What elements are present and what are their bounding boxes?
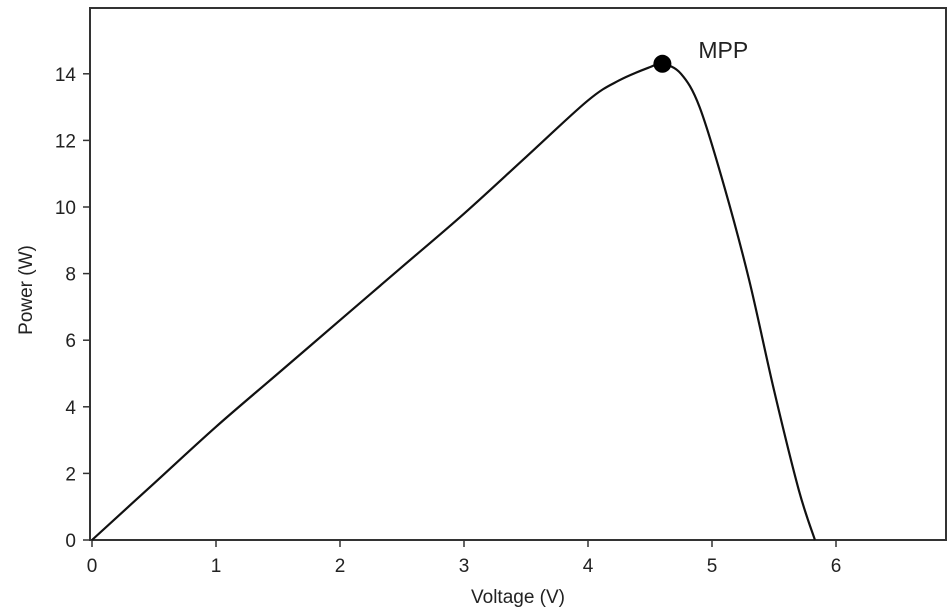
x-tick-label: 6 (831, 556, 842, 577)
x-tick-label: 0 (87, 556, 98, 577)
y-tick-label: 0 (65, 531, 76, 552)
mpp-point (653, 54, 672, 73)
x-tick-label: 5 (707, 556, 718, 577)
y-tick-label: 10 (55, 198, 76, 219)
x-tick-label: 2 (335, 556, 346, 577)
y-axis-title: Power (W) (16, 245, 37, 335)
y-tick-label: 12 (55, 131, 76, 152)
plot-frame (89, 7, 947, 541)
y-tick-label: 8 (65, 265, 76, 286)
y-tick-label: 2 (65, 464, 76, 485)
y-tick-label: 4 (65, 398, 76, 419)
x-tick-label: 3 (459, 556, 470, 577)
x-tick-label: 1 (211, 556, 222, 577)
x-tick-label: 4 (583, 556, 594, 577)
mpp-label: MPP (698, 37, 748, 63)
y-tick-label: 14 (55, 65, 77, 86)
power-curve-line (91, 62, 816, 541)
y-tick-label: 6 (65, 331, 76, 352)
x-axis-title: Voltage (V) (471, 587, 565, 608)
